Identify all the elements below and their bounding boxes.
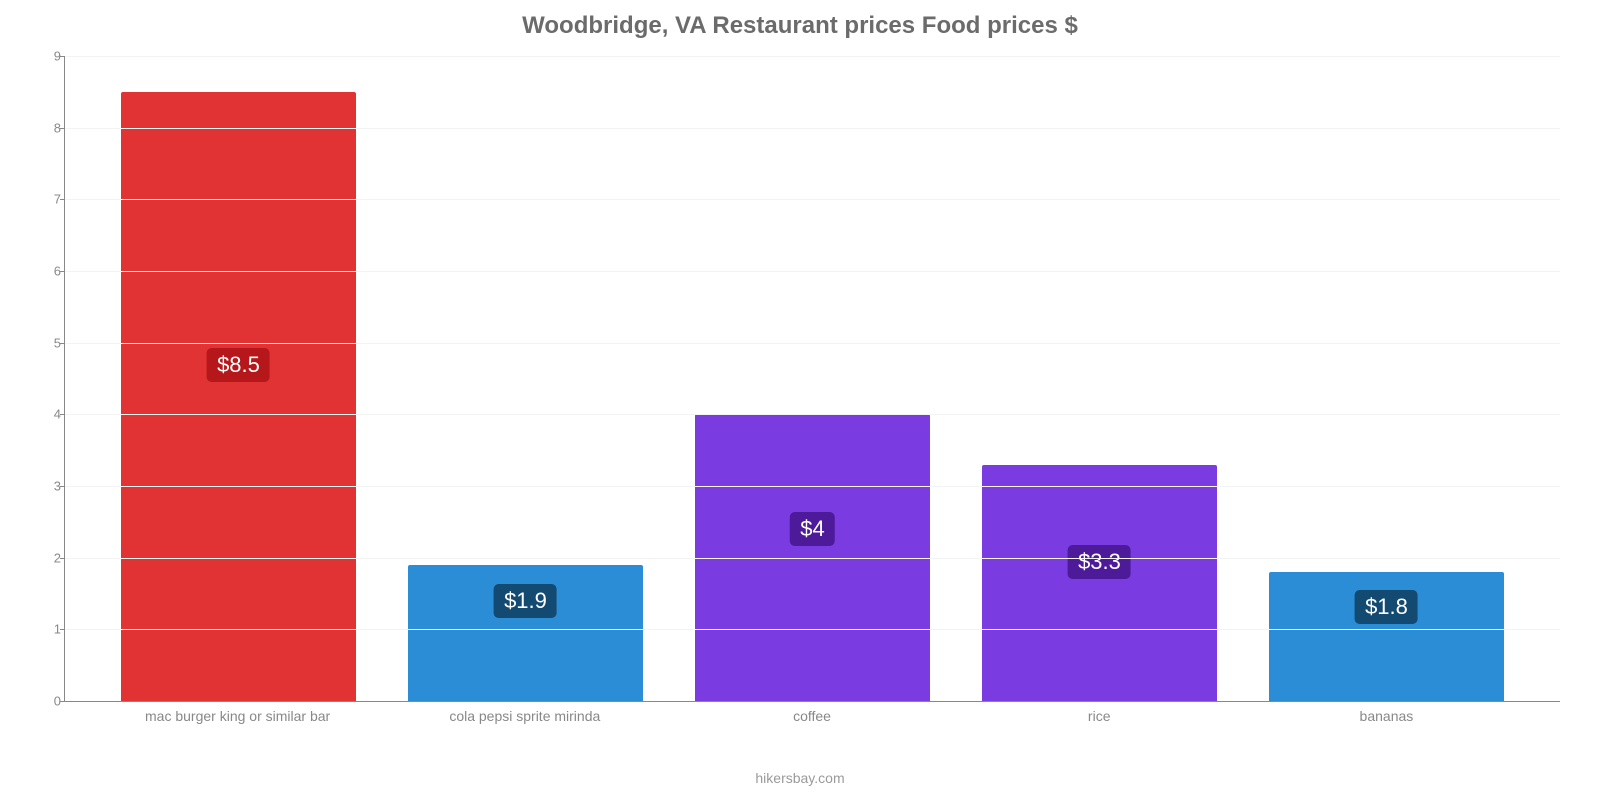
- value-badge: $1.9: [494, 584, 557, 618]
- gridline: [65, 128, 1560, 129]
- x-label: mac burger king or similar bar: [94, 702, 381, 730]
- bar-slot: $4: [669, 56, 956, 701]
- gridline: [65, 56, 1560, 57]
- y-tick-label: 2: [41, 550, 61, 565]
- y-tick-mark: [60, 629, 65, 630]
- gridline: [65, 199, 1560, 200]
- bar-slot: $1.9: [382, 56, 669, 701]
- value-badge: $4: [790, 512, 834, 546]
- x-label: cola pepsi sprite mirinda: [381, 702, 668, 730]
- bar-slot: $1.8: [1243, 56, 1530, 701]
- gridline: [65, 558, 1560, 559]
- bar-rice: $3.3: [982, 465, 1217, 702]
- y-tick-label: 3: [41, 479, 61, 494]
- y-tick-mark: [60, 56, 65, 57]
- bars-container: $8.5 $1.9 $4 $3.3 $1.8: [65, 56, 1560, 701]
- y-tick-label: 0: [41, 694, 61, 709]
- chart-area: $8.5 $1.9 $4 $3.3 $1.8: [40, 56, 1560, 730]
- gridline: [65, 629, 1560, 630]
- y-tick-mark: [60, 199, 65, 200]
- y-tick-label: 9: [41, 49, 61, 64]
- x-label: coffee: [668, 702, 955, 730]
- gridline: [65, 414, 1560, 415]
- y-tick-label: 7: [41, 192, 61, 207]
- y-tick-label: 8: [41, 120, 61, 135]
- x-label: bananas: [1243, 702, 1530, 730]
- y-tick-label: 6: [41, 264, 61, 279]
- x-label: rice: [956, 702, 1243, 730]
- y-tick-mark: [60, 558, 65, 559]
- bar-mac-burger: $8.5: [121, 92, 356, 701]
- bar-slot: $8.5: [95, 56, 382, 701]
- chart-title: Woodbridge, VA Restaurant prices Food pr…: [0, 0, 1600, 48]
- y-tick-mark: [60, 128, 65, 129]
- x-axis-labels: mac burger king or similar bar cola peps…: [64, 702, 1560, 730]
- plot-area: $8.5 $1.9 $4 $3.3 $1.8: [64, 56, 1560, 702]
- value-badge: $8.5: [207, 348, 270, 382]
- gridline: [65, 486, 1560, 487]
- y-tick-mark: [60, 271, 65, 272]
- y-tick-mark: [60, 486, 65, 487]
- attribution-text: hikersbay.com: [0, 770, 1600, 786]
- y-tick-label: 4: [41, 407, 61, 422]
- gridline: [65, 271, 1560, 272]
- y-tick-label: 1: [41, 622, 61, 637]
- bar-slot: $3.3: [956, 56, 1243, 701]
- value-badge: $3.3: [1068, 545, 1131, 579]
- value-badge: $1.8: [1355, 590, 1418, 624]
- bar-cola: $1.9: [408, 565, 643, 701]
- y-tick-label: 5: [41, 335, 61, 350]
- y-tick-mark: [60, 414, 65, 415]
- y-tick-mark: [60, 343, 65, 344]
- gridline: [65, 343, 1560, 344]
- bar-bananas: $1.8: [1269, 572, 1504, 701]
